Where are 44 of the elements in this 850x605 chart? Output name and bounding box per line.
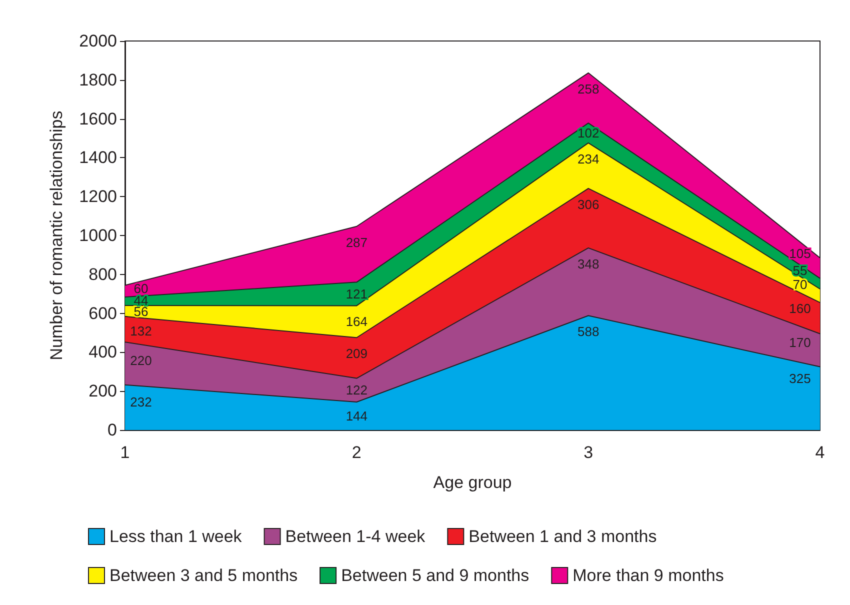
y-tick-label: 1200 <box>79 187 117 206</box>
x-tick-label: 1 <box>120 443 130 462</box>
data-label: 122 <box>346 382 368 398</box>
data-label: 144 <box>346 408 368 424</box>
y-tick-label: 1400 <box>79 148 117 168</box>
legend-label: Between 1-4 week <box>285 527 426 546</box>
legend-label: Less than 1 week <box>110 527 242 546</box>
y-tick-label: 0 <box>108 420 117 440</box>
data-label: 132 <box>130 324 152 339</box>
y-tick-label: 2000 <box>79 32 117 50</box>
y-tick-label: 1000 <box>79 226 117 245</box>
data-label: 70 <box>792 277 808 292</box>
data-label: 348 <box>577 256 600 272</box>
x-axis-title: Age group <box>433 473 512 492</box>
y-axis-title: Number of romantic relationships <box>47 110 66 360</box>
legend-label: Between 3 and 5 months <box>110 566 298 585</box>
data-label: 325 <box>789 370 811 386</box>
data-label: 170 <box>789 334 811 350</box>
legend-label: More than 9 months <box>572 566 724 585</box>
y-tick-label: 600 <box>88 304 117 323</box>
data-label: 306 <box>577 196 600 212</box>
x-tick-label: 4 <box>815 443 825 462</box>
data-label: 160 <box>789 301 811 316</box>
data-label: 164 <box>346 314 368 330</box>
y-tick-label: 1800 <box>79 70 117 90</box>
data-label: 55 <box>792 263 808 278</box>
y-tick-label: 200 <box>88 382 117 401</box>
data-label: 121 <box>346 286 368 302</box>
data-label: 102 <box>577 126 600 140</box>
data-label: 232 <box>130 394 152 410</box>
x-tick-label: 2 <box>352 443 362 462</box>
y-tick-label: 1600 <box>79 109 117 128</box>
legend-label: Between 5 and 9 months <box>341 566 530 585</box>
legend-label: Between 1 and 3 months <box>468 527 657 546</box>
data-label: 258 <box>577 81 600 96</box>
y-tick-label: 800 <box>88 264 117 284</box>
data-label: 234 <box>577 151 600 166</box>
data-label: 209 <box>346 346 368 362</box>
x-tick-label: 3 <box>584 443 594 462</box>
data-label: 588 <box>577 324 600 340</box>
data-label: 220 <box>130 353 152 368</box>
data-label: 287 <box>346 234 368 250</box>
data-label: 105 <box>789 246 811 261</box>
y-tick-label: 400 <box>88 342 117 362</box>
